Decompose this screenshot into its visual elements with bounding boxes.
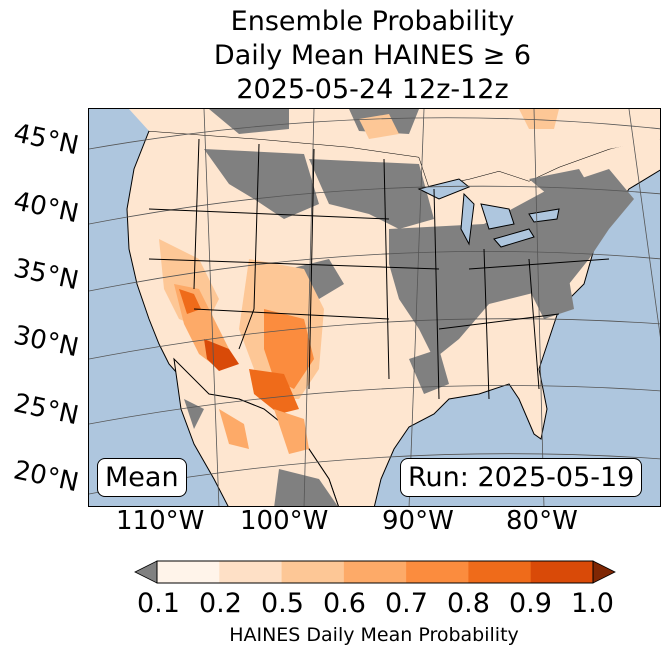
colorbar-tick-6: 0.9: [509, 588, 552, 619]
colorbar-segment: [406, 561, 469, 583]
lon-label-80w: 80°W: [506, 506, 578, 536]
title-line-2: Daily Mean HAINES ≥ 6: [213, 40, 532, 71]
colorbar-segment: [219, 561, 283, 583]
mean-label-box: Mean: [97, 458, 187, 497]
colorbar-segment: [281, 561, 345, 583]
colorbar-tick-2: 0.5: [261, 588, 304, 619]
colorbar-segment: [343, 561, 407, 583]
lon-label-100w: 100°W: [240, 506, 329, 536]
colorbar-tick-1: 0.2: [199, 588, 242, 619]
colorbar-label: HAINES Daily Mean Probability: [229, 624, 519, 646]
title-line-3: 2025-05-24 12z-12z: [236, 74, 509, 105]
map-panel: [88, 108, 661, 507]
nodata-regions: [184, 109, 634, 506]
map-svg: [89, 109, 660, 506]
title-line-1: Ensemble Probability: [230, 6, 515, 37]
colorbar-tick-7: 1.0: [571, 588, 614, 619]
colorbar-segment: [157, 561, 220, 583]
colorbar-under-arrow: [134, 560, 158, 584]
colorbar-tick-3: 0.6: [323, 588, 366, 619]
colorbar-outline: [156, 560, 594, 584]
colorbar-tick-5: 0.8: [447, 588, 490, 619]
colorbar-segment: [468, 561, 532, 583]
run-date-box: Run: 2025-05-19: [400, 458, 643, 497]
state-borders: [148, 138, 610, 400]
colorbar-tick-0: 0.1: [137, 588, 180, 619]
colorbar-segment: [530, 561, 594, 583]
great-lakes: [417, 178, 560, 248]
lon-label-90w: 90°W: [382, 506, 454, 536]
colorbar-tick-4: 0.7: [385, 588, 428, 619]
probability-areas: [159, 109, 559, 454]
colorbar: [134, 560, 616, 584]
lon-label-110w: 110°W: [116, 506, 205, 536]
colorbar-over-arrow: [592, 560, 616, 584]
